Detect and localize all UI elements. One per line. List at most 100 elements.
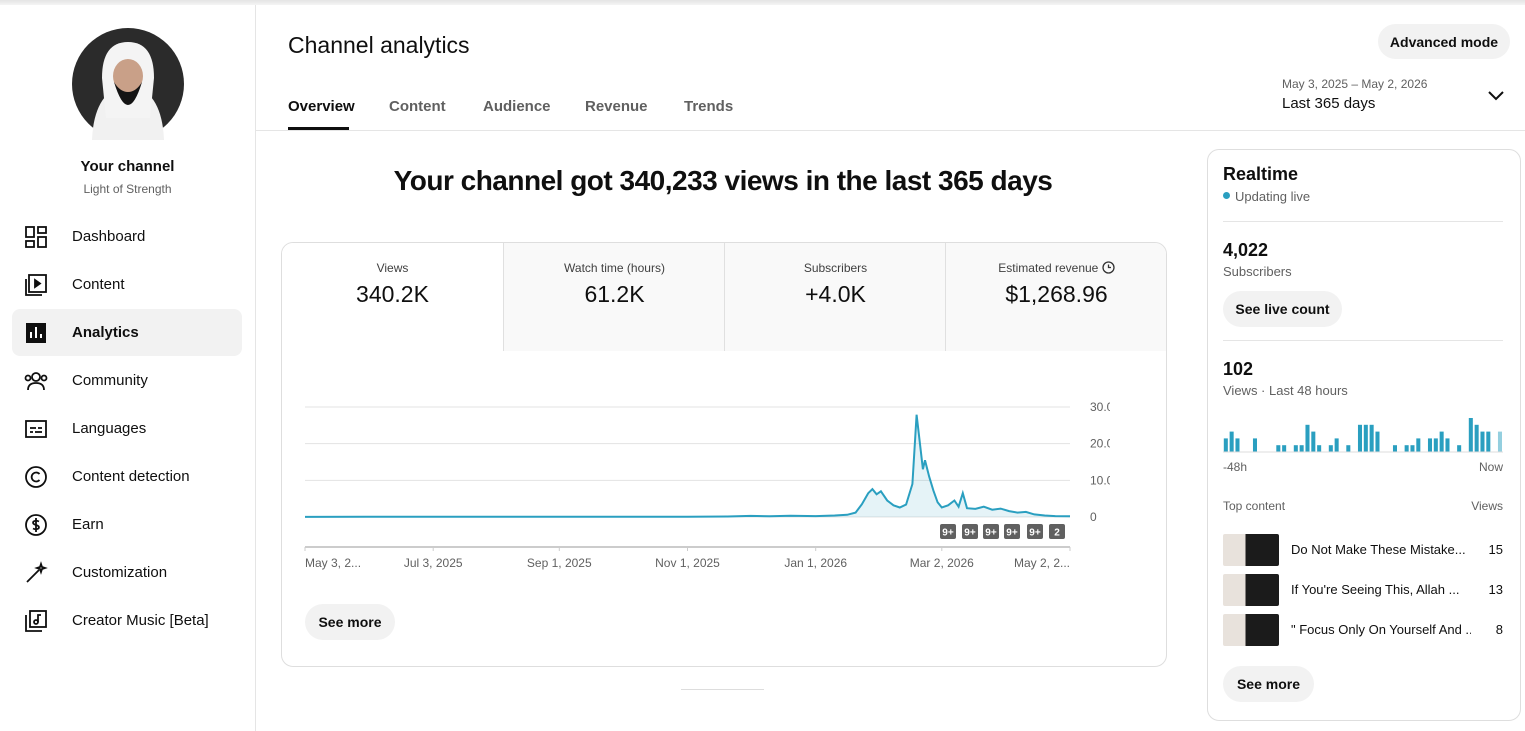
video-title[interactable]: If You're Seeing This, Allah ... <box>1291 582 1460 597</box>
metric-label: Subscribers <box>803 261 868 275</box>
realtime-bar <box>1357 424 1362 452</box>
realtime-bar <box>1480 431 1485 452</box>
thumbnail[interactable] <box>1223 614 1279 646</box>
tab[interactable]: Trends <box>684 98 734 115</box>
realtime-bar <box>1427 438 1432 452</box>
video-marker[interactable]: 9+ <box>1027 524 1043 539</box>
live-count-button[interactable]: See live count <box>1223 291 1342 327</box>
metric-tab[interactable]: Subscribers +4.0K <box>724 243 946 351</box>
realtime-bar <box>1363 424 1368 452</box>
metric-value: $1,268.96 <box>1005 281 1108 307</box>
realtime-bar <box>1235 438 1240 452</box>
card-pager <box>681 689 764 690</box>
realtime-bar <box>1497 431 1502 452</box>
nav-item[interactable]: Dashboard <box>12 213 242 260</box>
nav-item[interactable]: Community <box>12 357 242 404</box>
see-more-button[interactable]: See more <box>1223 666 1314 702</box>
nav-label: Content detection <box>72 468 190 485</box>
browser-edge <box>0 0 1525 5</box>
views-chart: 0 10.0K 20.0K 30.0K May 3, 2... Jul 3, 2025 Se… <box>304 400 1110 570</box>
nav-icon <box>25 514 47 536</box>
metric-tab[interactable]: Views 340.2K <box>282 243 503 351</box>
thumbnail[interactable] <box>1223 574 1279 606</box>
realtime-bar <box>1317 445 1322 452</box>
metric-label: Estimated revenue <box>946 261 1166 275</box>
nav-icon <box>25 610 47 632</box>
nav-item[interactable]: Content <box>12 261 242 308</box>
tab-underline <box>288 127 349 130</box>
marker-badge <box>1049 524 1065 539</box>
video-marker[interactable]: 9+ <box>1004 524 1020 539</box>
realtime-bar <box>1410 445 1415 452</box>
header-divider <box>256 130 1525 131</box>
sidebar: Your channel Light of Strength Dashboard… <box>0 5 256 731</box>
realtime-bar <box>1416 438 1421 452</box>
nav-icon <box>25 466 47 488</box>
realtime-bar <box>1369 424 1374 452</box>
tab[interactable]: Revenue <box>585 98 648 115</box>
nav-icon <box>26 561 48 583</box>
realtime-bar <box>1305 424 1310 452</box>
nav-label: Analytics <box>72 324 139 341</box>
nav-item[interactable]: Earn <box>12 501 242 548</box>
marker-badge <box>962 524 978 539</box>
advanced-mode-button[interactable]: Advanced mode <box>1378 24 1510 59</box>
nav-label: Content <box>72 276 125 293</box>
top-content-header: Top content <box>1223 499 1286 513</box>
metric-value: 61.2K <box>584 281 645 307</box>
metric-value: 340.2K <box>356 281 429 307</box>
nav-item[interactable]: Analytics <box>12 309 242 356</box>
marker-label: 9+ <box>985 528 997 539</box>
divider <box>1223 340 1503 341</box>
period-dropdown[interactable] <box>1486 88 1506 104</box>
nav-item[interactable]: Languages <box>12 405 242 452</box>
metric-tab[interactable]: Watch time (hours) 61.2K <box>503 243 725 351</box>
tab[interactable]: Content <box>389 98 446 115</box>
y-tick-label: 30.0K <box>1090 400 1110 414</box>
period[interactable]: Last 365 days <box>1282 95 1376 112</box>
views-line <box>304 414 1071 518</box>
date-range[interactable]: May 3, 2025 – May 2, 2026 <box>1282 77 1428 91</box>
x-tick-label: May 2, 2... <box>1014 556 1070 570</box>
video-title[interactable]: " Focus Only On Yourself And ... <box>1291 622 1471 637</box>
nav-item[interactable]: Content detection <box>12 453 242 500</box>
realtime-bar <box>1328 445 1333 452</box>
marker-badge <box>1004 524 1020 539</box>
headline: Your channel got 340,233 views in the la… <box>393 165 1053 196</box>
video-marker[interactable]: 9+ <box>940 524 956 539</box>
realtime-bar <box>1293 445 1298 452</box>
realtime-bar <box>1311 431 1316 452</box>
realtime-views-label: Views · Last 48 hours <box>1223 383 1348 398</box>
video-marker[interactable]: 9+ <box>962 524 978 539</box>
nav-label: Earn <box>72 516 104 533</box>
nav-item[interactable]: Creator Music [Beta] <box>12 597 242 644</box>
realtime-bar <box>1282 445 1287 452</box>
video-title[interactable]: Do Not Make These Mistake... <box>1291 542 1466 557</box>
tab[interactable]: Overview <box>288 98 355 115</box>
nav-label: Creator Music [Beta] <box>72 612 209 629</box>
views-header: Views <box>1471 499 1503 513</box>
nav-icon <box>24 372 48 391</box>
see-more-button[interactable]: See more <box>305 604 395 640</box>
x-tick-label: Mar 2, 2026 <box>910 556 974 570</box>
x-tick-label: Jul 3, 2025 <box>404 556 463 570</box>
metric-tab[interactable]: Estimated revenue $1,268.96 <box>945 243 1166 351</box>
start-label: -48h <box>1223 460 1247 474</box>
realtime-bar <box>1445 438 1450 452</box>
nav-label: Dashboard <box>72 228 146 245</box>
tab[interactable]: Audience <box>483 98 551 115</box>
end-label: Now <box>1479 460 1503 474</box>
video-marker[interactable]: 2 <box>1049 524 1065 539</box>
channel-title: Your channel <box>80 158 175 175</box>
info-icon <box>1102 261 1115 274</box>
nav-icon <box>25 274 47 296</box>
realtime-chart: -48h Now <box>1223 418 1503 474</box>
divider <box>1223 221 1503 222</box>
nav-item[interactable]: Customization <box>12 549 242 596</box>
thumbnail[interactable] <box>1223 534 1279 566</box>
realtime-bar <box>1229 431 1234 452</box>
channel-avatar[interactable] <box>72 28 184 140</box>
realtime-title: Realtime <box>1223 164 1299 184</box>
video-marker[interactable]: 9+ <box>983 524 999 539</box>
